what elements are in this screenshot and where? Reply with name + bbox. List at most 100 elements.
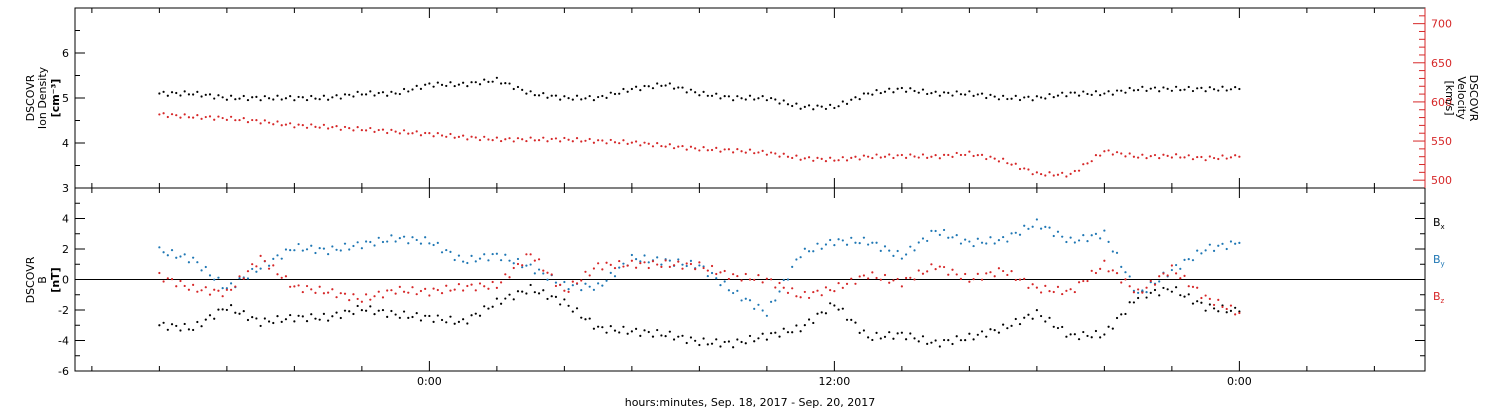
velocity-point bbox=[1107, 149, 1110, 152]
bfield-point bbox=[428, 314, 431, 318]
velocity-point bbox=[1196, 155, 1199, 159]
bfield-point bbox=[778, 281, 781, 285]
bfield-point bbox=[571, 284, 574, 287]
velocity-point bbox=[601, 139, 604, 142]
bfield-point bbox=[930, 229, 933, 232]
bfield-point bbox=[217, 289, 220, 292]
bfield-point bbox=[1208, 243, 1211, 246]
velocity-point bbox=[364, 129, 368, 132]
velocity-point bbox=[1137, 156, 1140, 159]
bfield-point bbox=[879, 249, 882, 253]
bfield-point bbox=[706, 343, 709, 346]
density-point bbox=[1179, 89, 1182, 92]
velocity-point bbox=[225, 118, 228, 121]
bfield-point bbox=[297, 242, 300, 246]
bottom-y-tick-label: 2 bbox=[62, 243, 69, 256]
bfield-point bbox=[917, 269, 920, 272]
bfield-point bbox=[1027, 313, 1030, 316]
bfield-point bbox=[542, 289, 545, 292]
velocity-point bbox=[858, 158, 861, 161]
bfield-point bbox=[592, 327, 596, 330]
density-point bbox=[1077, 94, 1081, 97]
bfield-point bbox=[276, 273, 279, 276]
density-point bbox=[829, 103, 832, 106]
velocity-point bbox=[335, 125, 338, 128]
density-point bbox=[571, 98, 574, 101]
bfield-point bbox=[1162, 272, 1165, 275]
density-point bbox=[942, 91, 946, 94]
bfield-point bbox=[381, 240, 385, 244]
bfield-point bbox=[609, 263, 612, 266]
bfield-point bbox=[976, 237, 979, 240]
bfield-point bbox=[352, 244, 355, 248]
bfield-point bbox=[909, 332, 912, 335]
velocity-point bbox=[947, 153, 950, 157]
bfield-point bbox=[491, 280, 494, 284]
density-point bbox=[913, 89, 916, 93]
bfield-point bbox=[719, 271, 722, 274]
bfield-point bbox=[875, 331, 878, 335]
bfield-point bbox=[618, 259, 621, 263]
density-point bbox=[554, 94, 558, 97]
velocity-point bbox=[1170, 156, 1173, 159]
bfield-point bbox=[744, 272, 747, 276]
velocity-point bbox=[1111, 153, 1114, 156]
velocity-point bbox=[284, 123, 288, 126]
bfield-point bbox=[854, 321, 857, 324]
bfield-point bbox=[445, 321, 448, 324]
bfield-point bbox=[626, 264, 629, 267]
bottom-y-tick-label: 4 bbox=[62, 213, 69, 226]
bfield-point bbox=[592, 288, 596, 291]
bfield-point bbox=[938, 345, 941, 348]
density-point bbox=[221, 96, 224, 99]
bfield-point bbox=[947, 236, 950, 239]
velocity-point bbox=[605, 142, 608, 145]
bfield-point bbox=[993, 275, 996, 278]
bfield-point bbox=[643, 329, 646, 332]
bfield-point bbox=[1061, 325, 1064, 329]
bfield-point bbox=[508, 259, 511, 262]
velocity-point bbox=[276, 120, 279, 123]
density-point bbox=[567, 97, 570, 100]
velocity-point bbox=[521, 138, 524, 141]
bfield-point bbox=[394, 240, 397, 243]
density-point bbox=[613, 92, 617, 96]
bfield-point bbox=[904, 276, 908, 280]
bfield-point bbox=[1014, 317, 1017, 321]
bfield-point bbox=[301, 315, 304, 318]
bfield-point bbox=[1132, 291, 1136, 294]
density-point bbox=[255, 95, 258, 99]
bfield-point bbox=[449, 315, 452, 318]
bfield-point bbox=[508, 293, 511, 296]
velocity-point bbox=[1145, 157, 1148, 160]
velocity-point bbox=[567, 138, 570, 141]
density-point bbox=[407, 90, 410, 93]
bfield-point bbox=[229, 288, 233, 291]
density-point bbox=[1086, 92, 1089, 96]
density-point bbox=[795, 102, 798, 105]
bfield-point bbox=[457, 254, 461, 257]
density-point bbox=[453, 84, 456, 88]
bfield-point bbox=[1090, 269, 1093, 272]
density-point bbox=[824, 107, 828, 111]
velocity-point bbox=[571, 140, 574, 143]
density-point bbox=[626, 90, 629, 93]
density-point bbox=[769, 96, 773, 100]
bfield-point bbox=[1217, 244, 1220, 247]
bfield-point bbox=[462, 289, 465, 292]
bfield-point bbox=[740, 279, 743, 282]
bfield-point bbox=[1023, 277, 1026, 280]
density-point bbox=[373, 94, 376, 97]
density-point bbox=[1221, 85, 1224, 88]
velocity-point bbox=[449, 132, 452, 136]
bfield-point bbox=[727, 277, 731, 281]
density-point bbox=[854, 96, 857, 99]
velocity-point bbox=[757, 151, 760, 154]
bfield-point bbox=[1035, 309, 1038, 312]
bfield-point bbox=[272, 257, 275, 260]
bfield-point bbox=[833, 304, 836, 307]
bfield-point bbox=[926, 239, 929, 243]
velocity-point bbox=[672, 147, 676, 150]
density-point bbox=[305, 98, 309, 102]
density-point bbox=[495, 76, 498, 79]
